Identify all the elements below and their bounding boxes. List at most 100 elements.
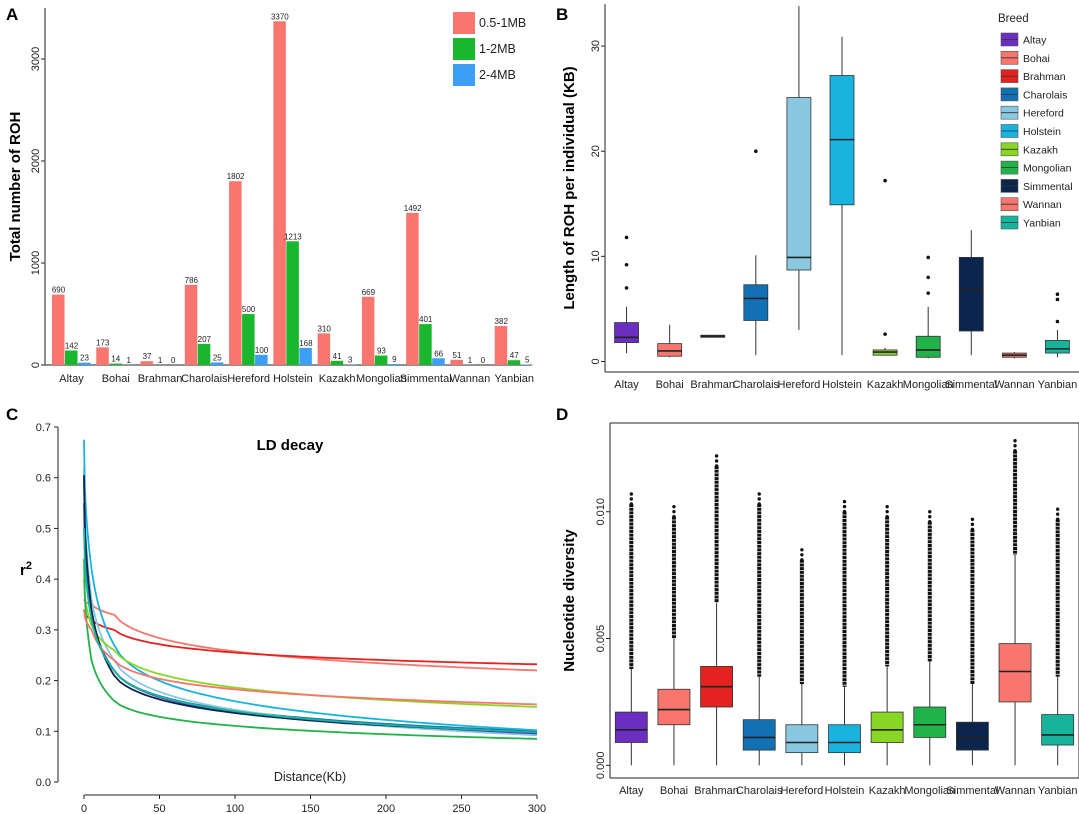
legend-label-yanbian: Yanbian: [1023, 218, 1061, 230]
bar-value-label: 3370: [271, 12, 289, 21]
bar-holstein-2-4mb: [299, 347, 312, 365]
x-tick-label-d-holstein: Holstein: [825, 785, 865, 797]
bar-value-label: 1: [468, 356, 473, 365]
bar-value-label: 23: [80, 354, 89, 363]
bar-kazakh-1-2mb: [330, 360, 344, 365]
x-tick-label-a-mongolian: Mongolian: [356, 373, 407, 385]
y-tick-label-c: 0.7: [36, 422, 51, 434]
outlier-point: [885, 514, 889, 519]
outlier-point: [672, 509, 676, 514]
bar-hereford-0-5-1mb: [229, 181, 242, 365]
x-tick-label-b-kazakh: Kazakh: [867, 379, 904, 391]
outlier-point: [714, 459, 719, 463]
bar-charolais-1-2mb: [197, 343, 211, 365]
bar-mongolian-0-5-1mb: [361, 296, 375, 365]
bar-simmental-1-2mb: [419, 324, 432, 365]
bar-yanbian-2-4mb: [520, 364, 534, 365]
legend-label-holstein: Holstein: [1023, 126, 1061, 138]
bar-brahman-0-5-1mb: [140, 361, 154, 365]
bar-altay-2-4mb: [78, 362, 91, 365]
x-tick-label-c: 50: [153, 803, 165, 814]
legend-label-0-5-1mb: 0.5-1MB: [479, 16, 526, 30]
outlier-point: [842, 504, 847, 509]
bar-altay-1-2mb: [65, 350, 78, 365]
bar-value-label: 207: [198, 335, 212, 344]
outlier-point: [624, 262, 629, 267]
x-tick-label-a-kazakh: Kazakh: [319, 373, 356, 385]
panel-label-c: C: [6, 405, 18, 424]
y-tick-label-d: 0.005: [595, 625, 607, 653]
bar-value-label: 1213: [284, 232, 302, 241]
bar-value-label: 173: [96, 338, 110, 347]
box-wannan: [998, 643, 1032, 703]
bar-value-label: 5: [525, 355, 530, 364]
outlier-point: [714, 464, 719, 468]
roh-length-box-plot: 0 10 20 30 Length of ROH per individual (KB)…: [561, 4, 1079, 391]
bar-value-label: 9: [392, 355, 397, 364]
outlier-point: [1055, 507, 1060, 511]
bar-charolais-0-5-1mb: [184, 284, 198, 365]
bar-value-label: 14: [111, 355, 120, 364]
legend-label-2-4mb: 2-4MB: [479, 68, 516, 82]
box-yanbian: [1041, 714, 1075, 746]
x-tick-label-a-charolais: Charolais: [181, 373, 228, 385]
ld-line-holstein: [83, 439, 538, 732]
bar-value-label: 3: [348, 356, 353, 365]
y-axis-title-b: Length of ROH per individual (KB): [561, 66, 578, 309]
bar-value-label: 142: [65, 342, 79, 351]
bar-value-label: 1: [127, 356, 132, 365]
panel-label-b: B: [556, 5, 568, 24]
outlier-point: [883, 178, 887, 183]
x-tick-label-a-bohai: Bohai: [102, 373, 130, 385]
bar-value-label: 47: [510, 351, 519, 360]
nucleotide-diversity-box-plot: 0.000 0.005 0.010 Nucleotide diversity Altay…: [561, 422, 1079, 797]
y-axis-title-c: r2: [20, 560, 32, 579]
outlier-point: [970, 527, 975, 532]
ld-line-yanbian: [83, 528, 538, 734]
y-tick-label-c: 0.4: [36, 574, 51, 586]
bar-value-label: 25: [213, 353, 222, 362]
bar-simmental-2-4mb: [432, 358, 445, 365]
bar-value-label: 382: [495, 317, 509, 326]
ld-line-bohai: [83, 599, 538, 672]
box-charolais: [743, 284, 769, 321]
bar-value-label: 37: [143, 352, 152, 361]
outlier-point: [842, 499, 847, 504]
outlier-point: [624, 235, 629, 240]
x-tick-label-c: 100: [226, 803, 244, 814]
y-tick-label-d: 0.010: [595, 498, 607, 526]
box-holstein: [828, 724, 861, 754]
bar-value-label: 1802: [227, 172, 245, 181]
x-tick-label-a-holstein: Holstein: [273, 373, 313, 385]
x-tick-label-a-altay: Altay: [59, 373, 84, 385]
legend-label-hereford: Hereford: [1023, 108, 1064, 120]
outlier-point: [1055, 292, 1060, 296]
x-axis-title-c: Distance(Kb): [274, 770, 346, 784]
panel-label-d: D: [556, 405, 568, 424]
x-tick-label-b-wannan: Wannan: [994, 379, 1035, 391]
y-tick-label-b: 30: [590, 40, 602, 52]
x-tick-label-d-hereford: Hereford: [780, 785, 823, 797]
x-tick-label-a-wannan: Wannan: [450, 373, 491, 385]
bar-mongolian-1-2mb: [374, 355, 388, 365]
bar-value-label: 690: [52, 286, 66, 295]
legend-swatch-0-5-1mb: [453, 12, 475, 34]
legend-swatch-1-2mb: [453, 38, 475, 60]
box-yanbian: [1045, 340, 1070, 354]
ld-line-altay: [83, 503, 538, 735]
box-simmental: [958, 256, 984, 332]
ld-line-brahman: [83, 609, 538, 666]
outlier-point: [1055, 297, 1060, 302]
outlier-point: [883, 332, 887, 336]
bar-value-label: 51: [453, 351, 462, 360]
bar-holstein-0-5-1mb: [273, 21, 286, 365]
bar-hereford-2-4mb: [255, 354, 268, 365]
outlier-point: [1055, 319, 1060, 324]
legend-label-altay: Altay: [1023, 35, 1047, 47]
box-altay: [614, 711, 648, 743]
ld-line-mongolian: [83, 558, 538, 740]
x-tick-label-d-yanbian: Yanbian: [1038, 785, 1078, 797]
y-tick-label-a: 3000: [30, 47, 42, 71]
